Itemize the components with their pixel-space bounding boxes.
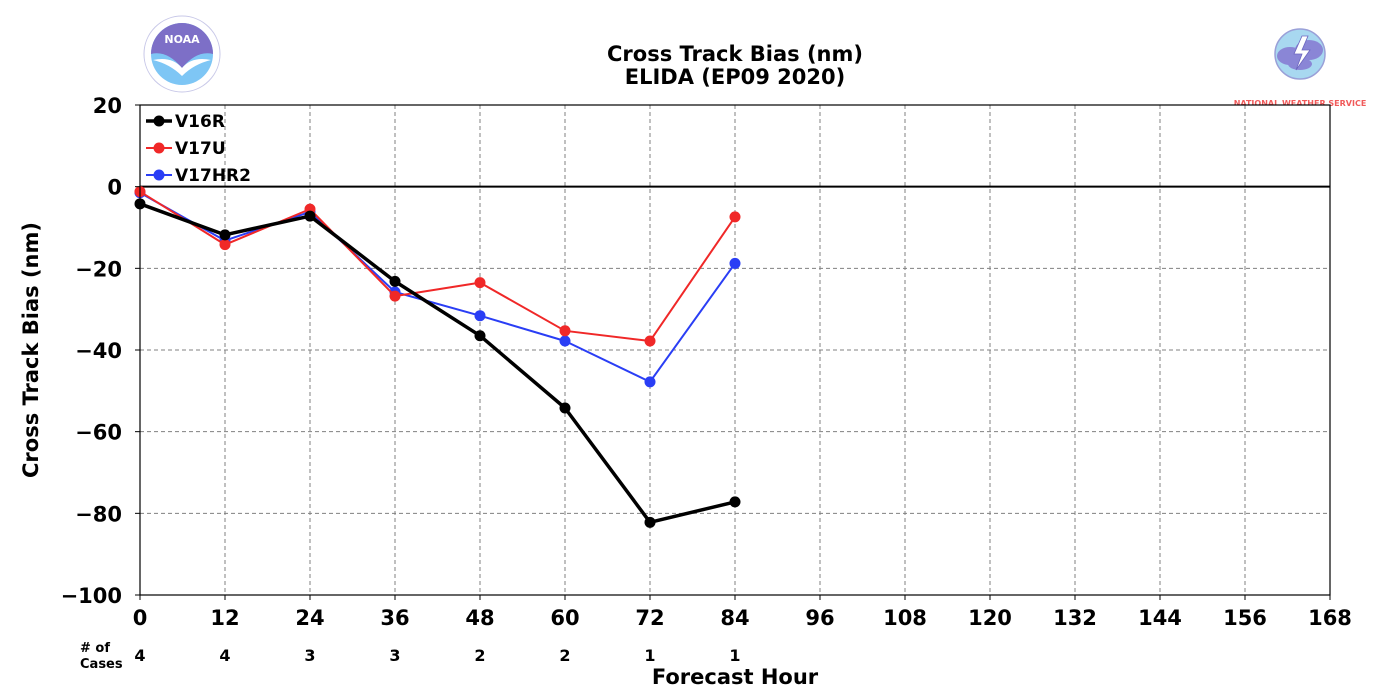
noaa-logo-icon: NOAA: [143, 15, 221, 93]
x-tick-label: 24: [295, 606, 324, 630]
series-v16r: [134, 198, 741, 528]
series-line-v17hr2: [139, 191, 736, 383]
series-line-v17u: [139, 190, 736, 343]
legend-label: V16R: [175, 112, 225, 132]
data-point-v17u: [219, 239, 231, 251]
x-tick-label: 48: [465, 606, 494, 630]
y-tick-label: 0: [107, 176, 122, 200]
data-point-v16r: [219, 229, 231, 241]
data-point-v17u: [474, 277, 486, 289]
y-tick-label: −100: [61, 584, 122, 608]
x-tick-label: 60: [550, 606, 579, 630]
y-tick-label: −20: [75, 257, 122, 281]
case-count: 3: [389, 646, 400, 665]
legend: V16R V17U V17HR2: [146, 112, 251, 186]
legend-marker: [153, 169, 165, 181]
nws-logo-text: NATIONAL WEATHER SERVICE: [1234, 99, 1367, 108]
legend-label: V17HR2: [175, 166, 251, 186]
legend-entry-v17hr2: V17HR2: [146, 166, 251, 186]
data-point-v17hr2: [644, 376, 656, 388]
x-tick-label: 12: [210, 606, 239, 630]
legend-entry-v17u: V17U: [146, 139, 226, 159]
cases-label-line1: # of: [80, 641, 110, 656]
case-count: 4: [134, 646, 145, 665]
cases-row: 4 4 3 3 2 2 1 1: [134, 646, 740, 665]
legend-marker: [153, 115, 165, 127]
y-tick-label: −80: [75, 502, 122, 526]
data-point-v17u: [644, 335, 656, 347]
data-point-v16r: [644, 516, 656, 528]
y-tick-label: −40: [75, 339, 122, 363]
x-tick-label: 168: [1308, 606, 1352, 630]
legend-label: V17U: [175, 139, 226, 159]
data-point-v17u: [389, 290, 401, 302]
x-tick-label: 156: [1223, 606, 1267, 630]
case-count: 1: [729, 646, 740, 665]
data-point-v16r: [559, 402, 571, 414]
data-point-v17hr2: [474, 310, 486, 322]
y-axis-label: Cross Track Bias (nm): [19, 222, 43, 478]
case-count: 2: [474, 646, 485, 665]
y-tick-label: −60: [75, 421, 122, 445]
x-tick-label: 72: [635, 606, 664, 630]
data-point-v16r: [474, 330, 486, 342]
x-tick-label: 144: [1138, 606, 1182, 630]
x-tick-label: 132: [1053, 606, 1097, 630]
series-v17u: [134, 186, 741, 347]
y-axis-ticks: 20 0 −20 −40 −60 −80 −100: [61, 94, 140, 608]
chart-subtitle: ELIDA (EP09 2020): [625, 65, 845, 89]
x-tick-label: 120: [968, 606, 1012, 630]
data-point-v16r: [304, 210, 316, 222]
x-tick-label: 96: [805, 606, 834, 630]
x-tick-label: 36: [380, 606, 409, 630]
data-point-v17u: [559, 325, 571, 337]
data-point-v17hr2: [559, 335, 571, 347]
x-axis-label: Forecast Hour: [652, 665, 819, 689]
legend-marker: [153, 142, 165, 154]
series-line-v16r: [139, 202, 736, 525]
x-tick-label: 0: [133, 606, 148, 630]
series-layer: [134, 186, 741, 528]
cases-label-line2: Cases: [80, 657, 123, 672]
case-count: 1: [644, 646, 655, 665]
case-count: 4: [219, 646, 230, 665]
case-count: 3: [304, 646, 315, 665]
chart-title: Cross Track Bias (nm): [607, 42, 863, 66]
x-axis-ticks: 0 12 24 36 48 60 72 84 96 108 120 132 144 156 168: [133, 595, 1352, 630]
data-point-v16r: [389, 275, 401, 287]
nws-logo-icon: NATIONAL WEATHER SERVICE: [1234, 16, 1367, 108]
data-point-v17u: [729, 211, 741, 223]
x-tick-label: 108: [883, 606, 927, 630]
x-tick-label: 84: [720, 606, 749, 630]
data-point-v16r: [729, 496, 741, 508]
data-point-v17hr2: [729, 257, 741, 269]
y-tick-label: 20: [93, 94, 122, 118]
legend-entry-v16r: V16R: [146, 112, 225, 132]
case-count: 2: [559, 646, 570, 665]
noaa-logo-text: NOAA: [164, 33, 200, 46]
